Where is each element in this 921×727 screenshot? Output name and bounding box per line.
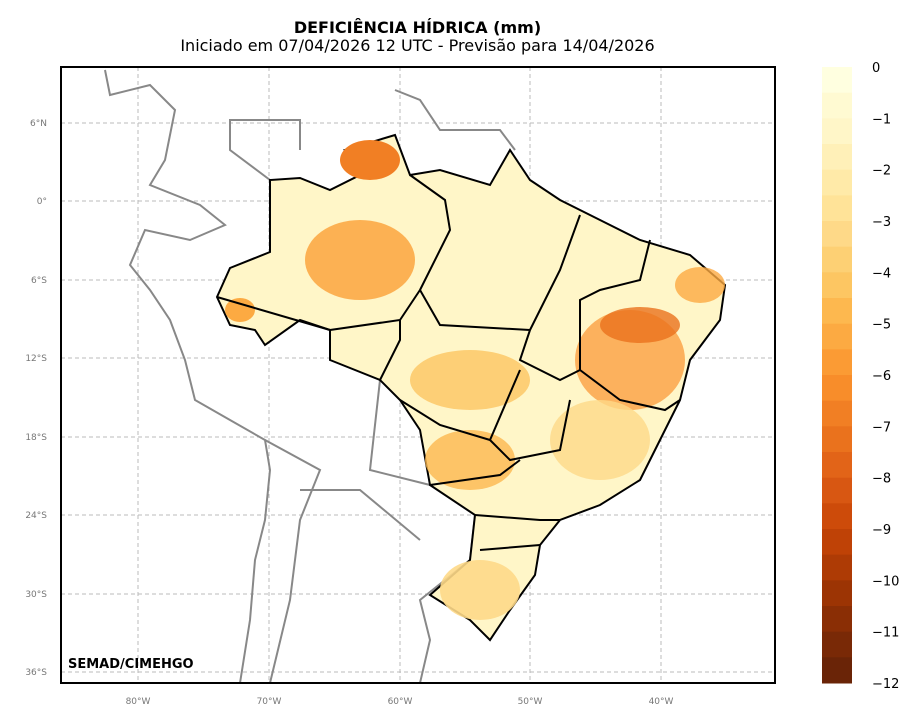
colorbar-label: −12 [872, 677, 899, 692]
lat-tick-label: 6°S [31, 276, 47, 286]
lat-tick-label: 12°S [25, 354, 47, 364]
colorbar-bin [822, 298, 852, 325]
colorbar-label: −8 [872, 472, 891, 487]
colorbar-label: −4 [872, 266, 891, 281]
colorbar-bin [822, 580, 852, 607]
colorbar-bin [822, 657, 852, 684]
lon-tick-label: 50°W [518, 697, 543, 707]
lat-tick-label: 24°S [25, 511, 47, 521]
neighbor-borders [229, 119, 431, 683]
state-borders [216, 174, 681, 551]
colorbar-label: −7 [872, 420, 891, 435]
map-subtitle: Iniciado em 07/04/2026 12 UTC - Previsão… [180, 36, 655, 55]
colorbar-label: −6 [872, 369, 891, 384]
colorbar-label: −11 [872, 626, 899, 641]
colorbar-bin [822, 92, 852, 119]
lat-tick-label: 36°S [25, 668, 47, 678]
colorbar-bin [822, 323, 852, 350]
colorbar-label: −1 [872, 112, 891, 127]
colorbar-label: −2 [872, 164, 891, 179]
lon-tick-label: 70°W [257, 697, 282, 707]
colorbar-bin [822, 349, 852, 376]
colorbar-label: −5 [872, 318, 891, 333]
colorbar-bin [822, 221, 852, 248]
map-frame [60, 66, 776, 684]
colorbar-bin [822, 554, 852, 581]
deficit-areas [225, 140, 725, 620]
colorbar-bin [822, 529, 852, 556]
colorbar-label: −3 [872, 215, 891, 230]
colorbar-bin [822, 118, 852, 145]
lon-tick-label: 40°W [649, 697, 674, 707]
map-title: DEFICIÊNCIA HÍDRICA (mm) [293, 18, 542, 37]
colorbar-bin [822, 400, 852, 427]
colorbar-bin [822, 375, 852, 402]
credit-label: SEMAD/CIMEHGO [68, 657, 194, 672]
colorbar-label: −9 [872, 523, 891, 538]
colorbar-bin [822, 246, 852, 273]
colorbar-bin [822, 477, 852, 504]
colorbar-bin [822, 67, 852, 94]
lat-tick-label: 18°S [25, 433, 47, 443]
colorbar-bin [822, 452, 852, 479]
colorbar-label: 0 [872, 61, 880, 76]
colorbar-bin [822, 272, 852, 299]
colorbar-bin [822, 606, 852, 633]
lon-tick-label: 60°W [388, 697, 413, 707]
colorbar-bin [822, 144, 852, 171]
lat-tick-label: 6°N [30, 119, 47, 129]
colorbar-bin [822, 195, 852, 222]
colorbar-label: −10 [872, 574, 899, 589]
colorbar: 0 −1 −2 −3 −4 −5 −6 −7 −8 −9 −10 −11 −12 [822, 61, 899, 692]
colorbar-bin [822, 426, 852, 453]
colorbar-bin [822, 169, 852, 196]
lat-tick-label: 0° [37, 197, 47, 207]
lat-tick-label: 30°S [25, 590, 47, 600]
colorbar-bin [822, 503, 852, 530]
axis-ticks: 80°W 70°W 60°W 50°W 40°W 6°N 0° 6°S 12°S 18°S 24°S… [25, 119, 673, 707]
lon-tick-label: 80°W [126, 697, 151, 707]
colorbar-bin [822, 631, 852, 658]
